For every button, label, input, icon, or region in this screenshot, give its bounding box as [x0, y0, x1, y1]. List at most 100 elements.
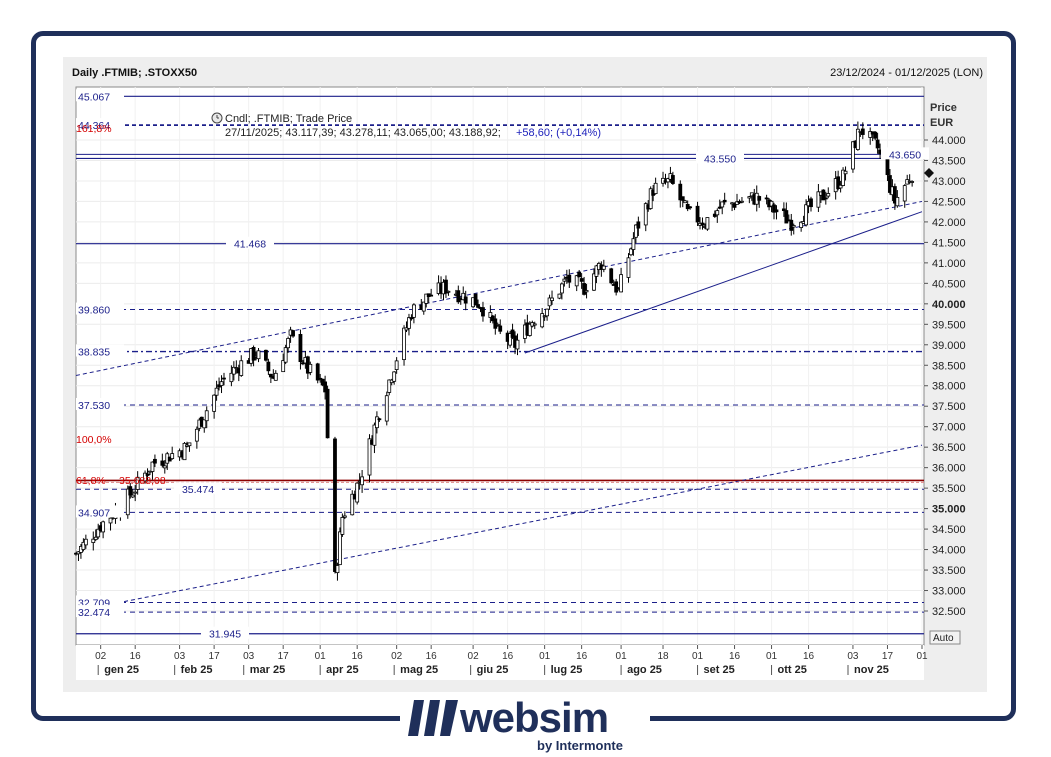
candle-body: [567, 274, 572, 283]
candle-body: [836, 176, 841, 189]
candle-body: [666, 178, 670, 183]
x-day-label: 17: [278, 651, 290, 662]
candle-body: [838, 184, 843, 189]
x-month-label: set 25: [704, 664, 735, 676]
currency-label: EUR: [930, 117, 953, 129]
candle-body: [510, 329, 515, 338]
candle-body: [495, 324, 500, 326]
level-label: 34.907: [78, 507, 110, 519]
level-label: 41.468: [234, 239, 266, 251]
candle-body: [715, 210, 720, 216]
y-tick-label: 42.000: [932, 217, 966, 229]
level-label-bg: [881, 147, 929, 160]
y-tick-label: 35.500: [932, 483, 966, 495]
candle-body: [747, 196, 752, 199]
candle-body: [473, 293, 478, 306]
candle-body: [717, 206, 722, 209]
x-month-label: giu 25: [477, 664, 509, 676]
level-label: 38.835: [78, 347, 110, 359]
level-label-bg: [201, 626, 249, 639]
candle-body: [308, 363, 313, 373]
candle-body: [545, 308, 549, 317]
y-tick-label: 32.500: [932, 606, 966, 618]
x-day-label: 17: [209, 651, 221, 662]
candle-body: [202, 419, 207, 429]
trendline[interactable]: [524, 211, 923, 354]
candle-body: [843, 170, 848, 175]
level-label: 35.474: [182, 484, 214, 496]
candle-body: [772, 204, 776, 213]
candle-body: [902, 185, 907, 202]
x-day-label: 16: [352, 651, 364, 662]
candle-body: [298, 334, 303, 363]
candle-body: [636, 221, 641, 229]
candle-body: [251, 347, 256, 361]
x-day-label: 02: [468, 651, 480, 662]
candle-body: [601, 265, 606, 270]
x-month-label: mag 25: [400, 664, 438, 676]
time-axis-area: [76, 645, 924, 680]
legend-change: +58,60; (+0,14%): [516, 127, 601, 139]
auto-scale-button[interactable]: Auto: [929, 630, 961, 645]
candle-body: [214, 387, 219, 396]
y-tick-label: 39.000: [932, 340, 966, 352]
candle-body: [633, 224, 638, 238]
candle-body: [875, 139, 880, 149]
level-label-bg: [76, 605, 124, 618]
candle-body: [823, 197, 828, 200]
candle-body: [318, 377, 323, 380]
y-tick-label: 40.000: [932, 299, 966, 311]
candle-body: [910, 181, 915, 183]
candle-body: [609, 268, 614, 284]
candle-body: [412, 304, 416, 318]
candle-body: [784, 210, 789, 224]
candle-body: [377, 418, 382, 421]
x-day-label: 02: [391, 651, 403, 662]
candle-body: [93, 536, 98, 540]
trendline[interactable]: [75, 200, 923, 376]
candle-body: [515, 339, 520, 350]
candle-body: [128, 486, 133, 496]
x-month-label: ott 25: [778, 664, 807, 676]
candle-body: [670, 175, 675, 184]
y-tick-label: 36.500: [932, 442, 966, 454]
candle-body: [162, 465, 167, 469]
level-label: 37.530: [78, 400, 110, 412]
candle-body: [360, 476, 365, 486]
candle-body: [700, 222, 705, 226]
plot-area[interactable]: [75, 86, 925, 646]
x-day-label: 02: [95, 651, 107, 662]
candle-body: [490, 315, 495, 322]
level-label: 43.550: [704, 153, 736, 165]
candle-body: [757, 196, 762, 201]
y-tick-label: 33.500: [932, 565, 966, 577]
level-label-bg: [76, 505, 124, 518]
candle-body: [826, 193, 831, 197]
level-label-bg: [76, 397, 124, 410]
candle-body: [476, 304, 480, 308]
y-tick-label: 43.000: [932, 176, 966, 188]
chart-title: Daily .FTMIB; .STOXX50: [72, 67, 198, 79]
level-label-bg: [174, 482, 222, 495]
candle-body: [101, 521, 106, 533]
level-label-bg: [76, 89, 124, 102]
candle-body: [629, 248, 633, 256]
candle-body: [493, 318, 498, 329]
candle-body: [325, 388, 330, 439]
candle-body: [643, 203, 648, 226]
candle-body: [286, 338, 291, 349]
candle-body: [194, 428, 199, 442]
trendline[interactable]: [75, 444, 923, 612]
candle-body: [816, 191, 821, 208]
x-month-label: lug 25: [551, 664, 583, 676]
x-day-label: 17: [882, 651, 894, 662]
candle-body: [350, 493, 355, 516]
x-day-label: 16: [502, 651, 514, 662]
candle-body: [229, 372, 234, 383]
candle-body: [170, 453, 175, 460]
y-tick-label: 37.500: [932, 401, 966, 413]
level-label-bg: [226, 236, 274, 249]
candle-body: [387, 379, 392, 393]
x-month-label: ago 25: [627, 664, 662, 676]
